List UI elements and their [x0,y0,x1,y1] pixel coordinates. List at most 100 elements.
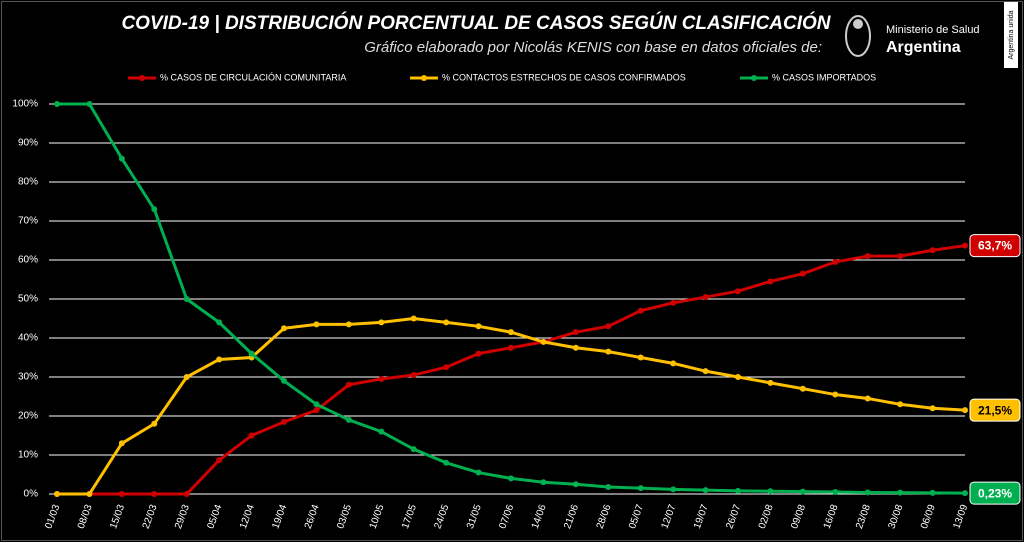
point [735,374,741,380]
value-label-box [969,398,1021,422]
point [508,344,514,351]
point [929,489,936,496]
logo-side-box [1004,2,1018,68]
point [832,489,839,496]
point [702,487,709,494]
point [897,253,904,260]
point [605,323,612,330]
point [183,296,190,302]
point [735,288,741,295]
legend-label: % CONTACTOS ESTRECHOS DE CASOS CONFIRMAD… [442,72,686,82]
point [929,405,936,412]
point [118,491,125,497]
logo-side-text: Argentina unida [1008,10,1015,59]
point [767,379,774,386]
point [962,242,968,249]
point [248,350,255,357]
point [378,375,385,382]
point [864,489,871,496]
point [86,491,93,497]
point [799,385,806,392]
point [248,432,255,439]
point [345,321,352,328]
point [864,253,871,260]
point [216,356,223,363]
point [281,418,287,425]
point [832,391,839,398]
point [216,319,223,326]
point [151,206,158,213]
point [929,247,936,254]
value-label-box [969,481,1021,505]
point [410,315,417,322]
point [183,491,190,497]
point [670,360,677,367]
point [443,319,450,326]
point [410,372,417,379]
point [345,381,352,388]
point [313,407,320,414]
legend-marker [751,75,757,81]
point [897,401,904,408]
point [572,344,579,351]
point [637,485,644,492]
logo-sun [853,19,863,29]
point [735,487,741,494]
point [508,475,514,482]
series [54,101,968,497]
point [897,489,904,496]
logo-emblem [845,15,871,57]
point [702,368,709,375]
chart-title: COVID-19 | DISTRIBUCIÓN PORCENTUAL DE CA… [121,12,831,34]
y-tick-label: 10% [18,450,38,461]
point [767,488,774,495]
point [605,348,612,355]
point [216,457,223,464]
point [378,319,385,326]
point [799,270,806,277]
point [313,321,320,328]
series [54,242,968,497]
legend-marker [421,75,427,81]
point [151,491,158,497]
legend-label: % CASOS DE CIRCULACIÓN COMUNITARIA [160,72,346,82]
value-label-box [969,234,1021,258]
point [475,350,482,357]
point [151,420,158,427]
point [313,401,320,408]
logo-text: Ministerio de Salud [886,24,980,36]
logo-text: Argentina [886,39,961,56]
point [670,486,677,493]
y-tick-label: 30% [18,372,38,383]
legend-marker [139,75,145,81]
y-tick-label: 40% [18,333,38,344]
point [540,479,547,486]
point [86,101,93,107]
point [962,490,968,497]
point [118,155,125,162]
point [670,299,677,306]
point [475,323,482,330]
value-label: 63,7% [978,239,1012,253]
point [767,278,774,285]
point [702,294,709,301]
series [54,315,968,497]
point [183,374,190,380]
logo: Ministerio de Salud Argentina Argentina … [845,2,1018,68]
point [572,329,579,336]
point [378,428,385,435]
point [410,446,417,453]
value-label: 0,23% [978,486,1012,500]
y-tick-label: 100% [12,99,38,110]
point [962,407,968,414]
point [54,101,60,107]
y-tick-label: 50% [18,294,38,305]
point [475,469,482,476]
point [281,325,287,332]
point [508,329,514,336]
point [605,483,612,490]
point [799,488,806,495]
